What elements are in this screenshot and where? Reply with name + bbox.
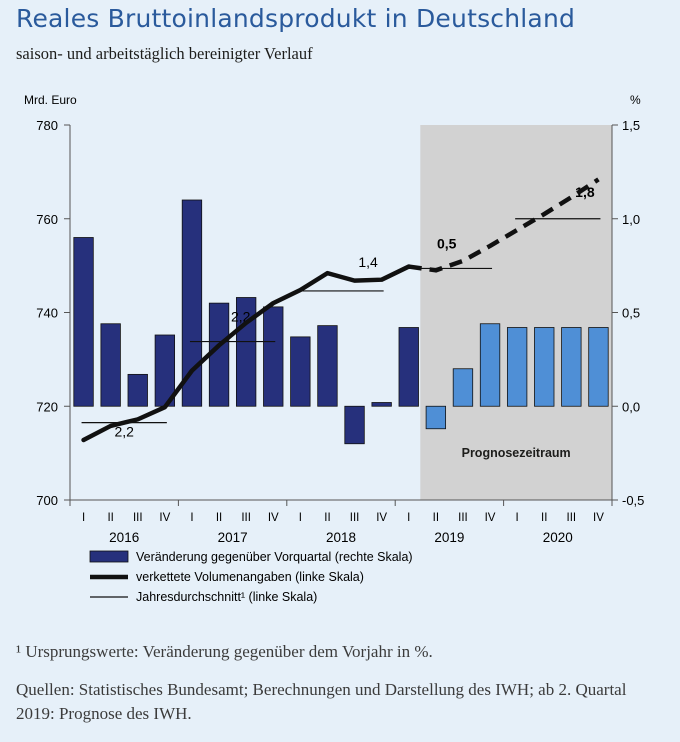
bar-quarterly-change xyxy=(479,323,501,407)
right-tick-label: 1,0 xyxy=(622,212,640,227)
left-axis-label: Mrd. Euro xyxy=(24,93,77,107)
quarter-tick-label: IV xyxy=(268,512,279,524)
right-tick-label: -0,5 xyxy=(622,493,644,508)
year-label: 2017 xyxy=(218,530,248,545)
bar-quarterly-change xyxy=(263,306,284,407)
quarter-tick-label: IV xyxy=(485,512,496,524)
quarter-tick-label: II xyxy=(541,512,547,524)
legend-label-annual: Jahresdurchschnitt¹ (linke Skala) xyxy=(136,590,317,604)
footnote: ¹ Ursprungswerte: Veränderung gegenüber … xyxy=(16,642,433,661)
annual-growth-label: 1,4 xyxy=(358,254,378,270)
right-tick-label: 0,5 xyxy=(622,306,640,321)
quarter-tick-label: III xyxy=(241,512,251,524)
quarter-tick-label: I xyxy=(82,512,85,524)
left-tick-label: 720 xyxy=(36,399,58,414)
bar-quarterly-change xyxy=(425,405,447,430)
right-axis-label: % xyxy=(630,93,641,107)
quarter-tick-label: III xyxy=(567,512,577,524)
annual-growth-label: 0,5 xyxy=(437,235,457,251)
source-note: Quellen: Statistisches Bundesamt; Berech… xyxy=(16,680,627,723)
bar-quarterly-change xyxy=(371,402,392,407)
quarter-tick-label: IV xyxy=(593,512,604,524)
right-tick-label: 1,5 xyxy=(622,118,640,133)
bar-quarterly-change xyxy=(317,325,338,407)
quarter-tick-label: III xyxy=(350,512,360,524)
left-tick-label: 780 xyxy=(36,118,58,133)
quarter-tick-label: I xyxy=(190,512,193,524)
legend-label-line: verkettete Volumenangaben (linke Skala) xyxy=(136,570,364,584)
bar-quarterly-change xyxy=(452,368,474,407)
year-label: 2016 xyxy=(109,530,139,545)
bar-quarterly-change xyxy=(398,327,419,407)
quarter-tick-label: I xyxy=(516,512,519,524)
year-label: 2020 xyxy=(543,530,573,545)
quarter-tick-label: IV xyxy=(376,512,387,524)
chart-title: Reales Bruttoinlandsprodukt in Deutschla… xyxy=(16,4,576,33)
bar-quarterly-change xyxy=(127,373,148,407)
quarter-tick-label: II xyxy=(216,512,222,524)
bar-quarterly-change xyxy=(344,405,365,445)
legend-label-bars: Veränderung gegenüber Vorquartal (rechte… xyxy=(136,550,413,564)
year-label: 2019 xyxy=(434,530,464,545)
volume-line-forecast xyxy=(408,177,600,273)
bar-quarterly-change xyxy=(588,327,609,407)
left-tick-label: 760 xyxy=(36,212,58,227)
bar-quarterly-change xyxy=(181,199,203,407)
bar-quarterly-change xyxy=(506,327,528,407)
bar-quarterly-change xyxy=(100,323,121,407)
quarter-tick-label: II xyxy=(324,512,330,524)
quarter-tick-label: II xyxy=(107,512,113,524)
gdp-chart: Prognosezeitraum 700 720 740 760 780 -0,5 0,0 0,… xyxy=(24,93,644,604)
annual-growth-label: 2,2 xyxy=(114,424,134,440)
volume-line-actual xyxy=(81,264,411,443)
forecast-label: Prognosezeitraum xyxy=(462,446,571,460)
bar-quarterly-change xyxy=(534,327,555,407)
chart-subtitle: saison- und arbeitstäglich bereinigter V… xyxy=(16,44,313,63)
quarter-tick-label: III xyxy=(458,512,468,524)
quarter-tick-label: II xyxy=(433,512,439,524)
quarter-tick-label: I xyxy=(299,512,302,524)
forecast-region xyxy=(420,125,612,500)
bar-quarterly-change xyxy=(73,237,94,407)
left-tick-label: 700 xyxy=(36,493,58,508)
bar-quarterly-change xyxy=(561,327,582,407)
legend-swatch-bars xyxy=(89,550,129,563)
annual-growth-label: 1,8 xyxy=(575,184,595,200)
quarter-tick-label: IV xyxy=(159,512,170,524)
quarter-tick-label: I xyxy=(407,512,410,524)
year-label: 2018 xyxy=(326,530,356,545)
right-tick-label: 0,0 xyxy=(622,399,640,414)
bar-quarterly-change xyxy=(290,336,311,407)
left-tick-label: 740 xyxy=(36,306,58,321)
quarter-tick-label: III xyxy=(133,512,143,524)
